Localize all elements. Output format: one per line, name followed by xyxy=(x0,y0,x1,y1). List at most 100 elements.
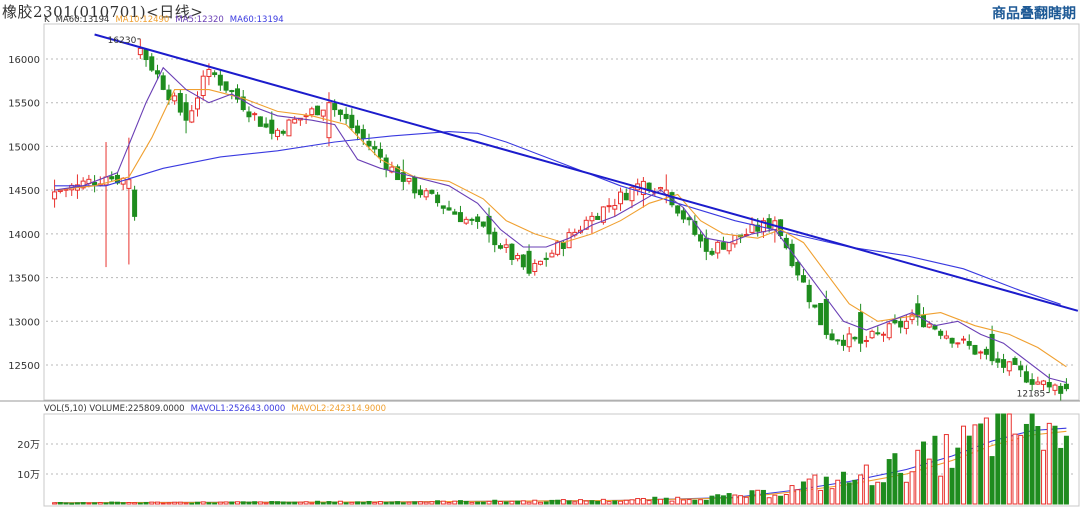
volume-bar xyxy=(229,501,235,505)
candle-body xyxy=(469,218,475,221)
legend-ma10: MA10:12490 xyxy=(115,15,170,25)
candle-body xyxy=(452,211,458,215)
candle-body xyxy=(1006,361,1012,372)
volume-bar xyxy=(235,501,241,505)
volume-tick-label: 20万 xyxy=(17,440,40,451)
candle-body xyxy=(509,243,515,260)
candle-body xyxy=(926,323,932,328)
candle-body xyxy=(1018,365,1024,371)
candle-body xyxy=(852,336,858,340)
price-axis: 12500 13000 13500 14000 14500 15000 15500 16000 xyxy=(8,55,40,372)
volume-bar xyxy=(406,501,412,505)
volume-bar xyxy=(223,501,229,505)
volume-bar xyxy=(806,478,812,505)
volume-bar xyxy=(549,499,555,505)
candle-body xyxy=(223,81,229,91)
volume-bar xyxy=(286,501,292,505)
candle-body xyxy=(480,221,486,227)
candle-body xyxy=(172,95,178,102)
volume-bar xyxy=(583,500,589,505)
candle-body xyxy=(549,252,555,258)
candle-body xyxy=(463,218,469,224)
candle-body xyxy=(886,323,892,339)
candle-body xyxy=(52,191,58,200)
volume-bar xyxy=(852,479,858,505)
candle-body xyxy=(269,119,275,134)
candle-body xyxy=(755,224,761,232)
volume-bar xyxy=(938,475,944,505)
volume-bar xyxy=(446,502,452,505)
volume-bar xyxy=(189,502,195,505)
candle-body xyxy=(212,72,218,76)
candle-body xyxy=(932,325,938,330)
volume-bar xyxy=(926,458,932,505)
candle-body xyxy=(229,90,235,93)
volume-legend: VOL(5,10) VOLUME:225809.0000 MAVOL1:25264… xyxy=(44,404,392,414)
volume-bar xyxy=(114,501,120,505)
volume-bar xyxy=(658,498,664,505)
candle-body xyxy=(795,261,801,276)
volume-bar xyxy=(246,501,252,505)
volume-bar xyxy=(320,502,326,505)
candle-body xyxy=(417,189,423,196)
volume-bar xyxy=(823,476,829,505)
volume-axis: 10万 20万 xyxy=(17,440,40,481)
candle-body xyxy=(720,242,726,250)
volume-bar xyxy=(680,499,686,505)
candle-body xyxy=(806,284,812,303)
volume-bar xyxy=(915,449,921,505)
price-annotations: 16230 12185 xyxy=(108,36,1050,400)
candle-body xyxy=(995,358,1001,363)
volume-bar xyxy=(349,501,355,505)
volume-bar xyxy=(818,489,824,505)
volume-bar xyxy=(623,499,629,505)
volume-bar xyxy=(69,502,75,505)
high-price-label: 16230 xyxy=(108,36,137,46)
candle-body xyxy=(126,179,132,189)
volume-bar xyxy=(137,502,143,505)
candle-body xyxy=(1023,371,1029,383)
candle-body xyxy=(1058,385,1064,394)
candle-body xyxy=(629,186,635,202)
volume-bar xyxy=(783,493,789,505)
volume-bar xyxy=(297,501,303,505)
candle-body xyxy=(823,298,829,335)
volume-bar xyxy=(503,501,509,505)
candle-body xyxy=(892,319,898,324)
volume-bar xyxy=(194,501,200,505)
volume-bar xyxy=(846,482,852,505)
volume-bar xyxy=(726,493,732,505)
candle-body xyxy=(497,245,503,249)
volume-series[interactable] xyxy=(52,413,1069,505)
price-grid xyxy=(46,58,1075,366)
volume-bar xyxy=(589,500,595,505)
candle-body xyxy=(989,333,995,362)
volume-bar xyxy=(383,501,389,505)
candle-body xyxy=(955,342,961,345)
candle-body xyxy=(206,68,212,77)
candle-body xyxy=(92,181,98,186)
volume-bar xyxy=(452,500,458,505)
price-tick-label: 12500 xyxy=(8,361,40,372)
volume-bar xyxy=(360,501,366,505)
volume-bar xyxy=(292,501,298,505)
volume-bar xyxy=(703,499,709,505)
candle-body xyxy=(383,157,389,171)
candlestick-series[interactable] xyxy=(52,38,1069,401)
candle-body xyxy=(166,89,172,101)
legend-ma5: MA5:12320 xyxy=(175,15,224,25)
candle-body xyxy=(252,113,258,116)
candle-body xyxy=(435,194,441,204)
volume-bar xyxy=(200,501,206,505)
volume-bar xyxy=(417,501,423,505)
legend-volume: VOL(5,10) VOLUME:225809.0000 xyxy=(44,404,185,414)
volume-bar xyxy=(892,453,898,505)
candle-body xyxy=(429,189,435,194)
volume-bar xyxy=(366,500,372,505)
volume-bar xyxy=(315,500,321,505)
volume-bar xyxy=(972,424,978,505)
candle-body xyxy=(532,262,538,273)
volume-bar xyxy=(961,425,967,505)
candle-body xyxy=(263,123,269,128)
